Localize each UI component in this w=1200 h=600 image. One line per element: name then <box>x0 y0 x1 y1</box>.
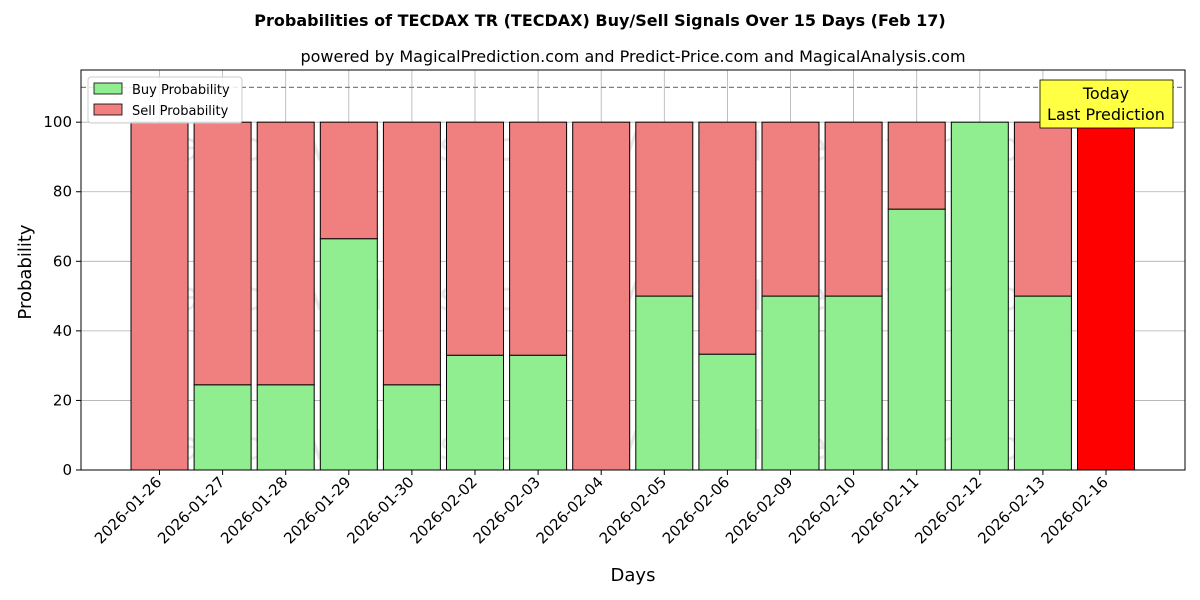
bars-layer <box>130 121 1135 471</box>
bar-buy <box>635 295 694 471</box>
bar-sell <box>698 121 757 355</box>
y-tick-label: 80 <box>53 183 72 201</box>
bar-sell <box>1013 121 1072 297</box>
bar-sell <box>824 121 883 297</box>
bar-sell <box>319 121 378 240</box>
plot-frame <box>80 69 1186 471</box>
bar-buy <box>1013 295 1072 471</box>
annotation-box <box>1039 79 1174 129</box>
today-annotation: Today Last Prediction <box>1039 79 1174 129</box>
bar-buy <box>256 384 315 471</box>
bar-sell <box>193 121 252 386</box>
bar-sell <box>509 121 568 356</box>
x-axis-label: Days <box>611 565 656 586</box>
y-axis-label: Probability <box>15 224 36 319</box>
chart-title: Probabilities of TECDAX TR (TECDAX) Buy/… <box>254 11 945 30</box>
bar-sell <box>761 121 820 297</box>
bar-buy <box>887 208 946 471</box>
annotation-line-today: Today <box>1082 84 1129 103</box>
bar-sell <box>256 121 315 386</box>
legend-label-sell: Sell Probability <box>132 104 229 119</box>
annotation-line-last-prediction: Last Prediction <box>1047 105 1165 124</box>
bar-sell <box>572 121 631 471</box>
bar-buy <box>382 384 441 471</box>
bar-buy <box>319 238 378 471</box>
y-axis: 0 20 40 60 80 100 <box>43 113 81 479</box>
bar-sell <box>446 121 504 356</box>
legend-box <box>87 76 243 124</box>
bar-buy <box>446 354 504 471</box>
bar-buy <box>824 295 883 471</box>
bar-buy <box>698 353 757 471</box>
chart-subtitle: powered by MagicalPrediction.com and Pre… <box>300 47 965 66</box>
y-tick-label: 40 <box>53 322 72 340</box>
bar-buy <box>509 354 568 471</box>
bar-sell-today <box>1077 121 1135 471</box>
bar-buy <box>761 295 820 471</box>
y-tick-label: 0 <box>62 461 72 479</box>
y-tick-label: 60 <box>53 252 72 270</box>
bar-sell <box>382 121 441 386</box>
bar-sell <box>130 121 189 471</box>
legend: Buy Probability Sell Probability <box>87 76 243 124</box>
legend-swatch-buy <box>93 82 123 95</box>
legend-label-buy: Buy Probability <box>132 83 230 98</box>
bar-sell <box>635 121 694 297</box>
bar-buy <box>950 121 1009 471</box>
bar-buy <box>193 384 252 471</box>
legend-swatch-sell <box>93 103 123 116</box>
bar-sell <box>887 121 946 210</box>
y-tick-label: 20 <box>53 391 72 409</box>
y-tick-label: 100 <box>43 113 72 131</box>
